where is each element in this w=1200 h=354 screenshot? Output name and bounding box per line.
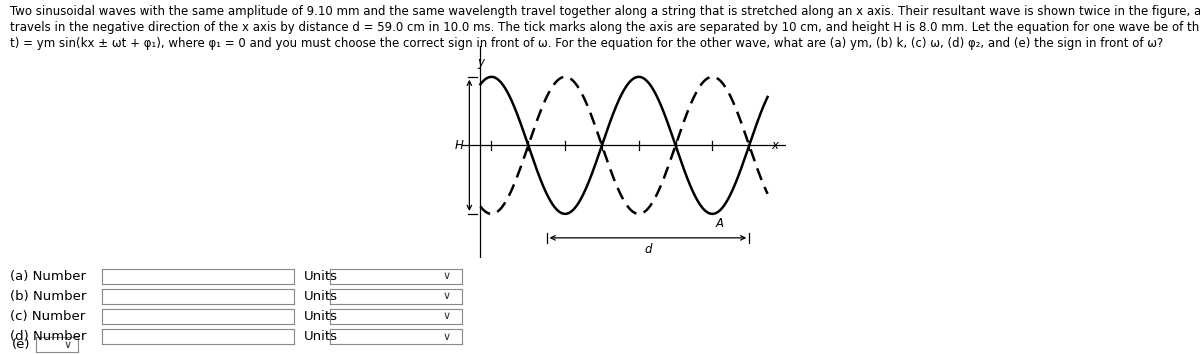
- Text: (d) Number: (d) Number: [10, 330, 86, 343]
- Text: ∨: ∨: [442, 271, 450, 281]
- Text: (c) Number: (c) Number: [10, 310, 85, 323]
- Text: (b) Number: (b) Number: [10, 290, 86, 303]
- Text: travels in the negative direction of the x axis by distance d = 59.0 cm in 10.0 : travels in the negative direction of the…: [10, 21, 1200, 34]
- Text: ∨: ∨: [442, 332, 450, 342]
- Text: Units: Units: [304, 310, 337, 323]
- Text: (a) Number: (a) Number: [10, 270, 85, 282]
- Text: Units: Units: [304, 270, 337, 282]
- Text: Two sinusoidal waves with the same amplitude of 9.10 mm and the same wavelength : Two sinusoidal waves with the same ampli…: [10, 5, 1200, 18]
- Text: ∨: ∨: [64, 340, 72, 350]
- Text: ∨: ∨: [442, 291, 450, 301]
- Text: (e): (e): [12, 338, 30, 351]
- Text: x: x: [772, 139, 779, 152]
- Text: y: y: [476, 56, 484, 69]
- Text: H: H: [455, 139, 464, 152]
- Text: d: d: [644, 243, 652, 256]
- Text: Units: Units: [304, 330, 337, 343]
- Text: ∨: ∨: [442, 312, 450, 321]
- Text: t) = ym sin(kx ± ωt + φ₁), where φ₁ = 0 and you must choose the correct sign in : t) = ym sin(kx ± ωt + φ₁), where φ₁ = 0 …: [10, 37, 1163, 50]
- Text: A: A: [716, 217, 724, 230]
- Text: Units: Units: [304, 290, 337, 303]
